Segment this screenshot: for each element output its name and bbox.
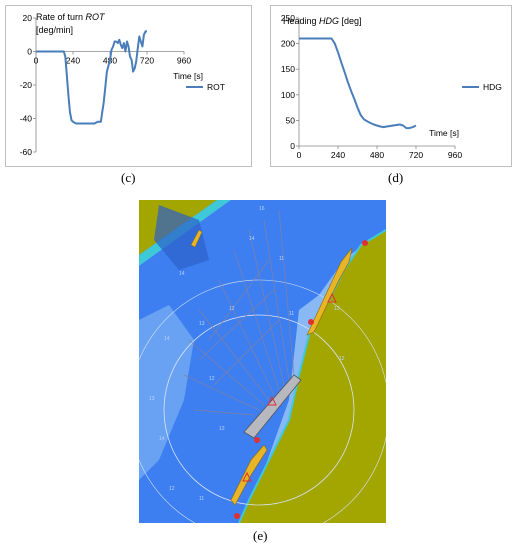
caption-d: (d): [388, 170, 404, 185]
marker-triangle-2: [267, 395, 277, 406]
y-tick-label: 20: [23, 13, 33, 23]
buoy-1: [362, 240, 368, 246]
shallow-west: [139, 305, 194, 480]
depth-label: 13: [199, 321, 205, 327]
marker-triangle-1: [327, 292, 337, 303]
series-line-rot: [36, 30, 147, 125]
depth-label: 11: [199, 496, 204, 502]
chart-rot-legend-label: ROT: [207, 82, 225, 92]
depth-label: 12: [209, 376, 215, 382]
x-tick-label: 240: [331, 150, 345, 160]
y-tick-label: 0: [290, 141, 295, 151]
depth-label: 12: [169, 486, 175, 492]
depth-label: 14: [249, 236, 255, 242]
depth-label: 12: [339, 356, 345, 362]
chart-rot: 200-20-40-600 240 480 720 960 Rate of turn R…: [20, 12, 225, 157]
moored-ship-south: [230, 444, 268, 506]
caption-e: (e): [253, 528, 268, 543]
depth-label: 14: [164, 336, 170, 342]
x-tick-label: 480: [370, 150, 384, 160]
shoreline-east: [238, 229, 386, 523]
depth-label: 14: [179, 271, 185, 277]
chart-rot-unit: [deg/min]: [36, 25, 73, 35]
y-tick-label: 250: [281, 13, 295, 23]
y-tick-label: 50: [286, 115, 296, 125]
water-main: [139, 200, 309, 523]
own-ship: [243, 374, 302, 439]
depth-label: 14: [159, 436, 165, 442]
buoy-4: [234, 513, 240, 519]
y-tick-label: 200: [281, 39, 295, 49]
chart-hdg-legend-label: HDG: [483, 82, 502, 92]
marker-triangle-3: [242, 471, 252, 482]
y-tick-label: -20: [20, 80, 33, 90]
y-tick-label: 0: [27, 47, 32, 57]
depth-label: 11: [289, 311, 294, 317]
moored-ship-north: [306, 247, 353, 336]
x-tick-label: 720: [409, 150, 423, 160]
x-tick-label: 960: [448, 150, 462, 160]
small-vessel: [190, 229, 203, 248]
deep-north: [154, 205, 209, 270]
navigation-chart-map: 14 14 13 12 11 13 12 14 11 13 12 11 14 13 12 16: [139, 200, 386, 523]
depth-label: 16: [259, 206, 265, 212]
land-east: [239, 230, 386, 523]
depth-label: 13: [149, 396, 155, 402]
x-tick-label: 720: [140, 56, 154, 66]
caption-c: (c): [121, 170, 136, 185]
y-tick-label: 150: [281, 64, 295, 74]
depth-labels: 14 14 13 12 11 13 12 14 11 13 12 11 14 13 12 16: [149, 206, 345, 502]
chart-rot-panel: 20 0 -20 -40 -60 0 240 480 720 960 Rate of turn R…: [5, 5, 252, 167]
range-ring-2: [139, 279, 386, 523]
chart-rot-xlabel: Time [s]: [173, 71, 203, 81]
x-tick-label: 0: [297, 150, 302, 160]
map-canvas: 14 14 13 12 11 13 12 14 11 13 12 11 14 13 12 16: [139, 200, 386, 523]
x-tick-label: 960: [177, 56, 191, 66]
chart-rot-title: Rate of turn ROT: [36, 12, 106, 22]
depth-label: 13: [219, 426, 225, 432]
chart-hdg: 250 200 150 100 50 00 240 480 720 960 Heading HDG…: [281, 13, 502, 160]
chart-hdg-title: Heading HDG [deg]: [283, 16, 362, 26]
predicted-tracks: [183, 209, 295, 416]
range-ring-1: [163, 314, 355, 506]
x-tick-label: 240: [66, 56, 80, 66]
series-line-hdg: [299, 37, 417, 130]
depth-label: 11: [279, 256, 284, 262]
chart-hdg-xlabel: Time [s]: [429, 128, 459, 138]
y-tick-label: 100: [281, 90, 295, 100]
buoy-2: [308, 319, 314, 325]
buoy-3: [254, 437, 260, 443]
depth-label: 13: [334, 306, 340, 312]
chart-hdg-panel: 250 200 150 100 50 0 0 240 480 720 960 Heading HDG…: [270, 5, 512, 167]
depth-label: 12: [229, 306, 235, 312]
x-tick-label: 0: [34, 56, 39, 66]
y-tick-label: -40: [20, 114, 33, 124]
y-tick-label: -60: [20, 147, 33, 157]
